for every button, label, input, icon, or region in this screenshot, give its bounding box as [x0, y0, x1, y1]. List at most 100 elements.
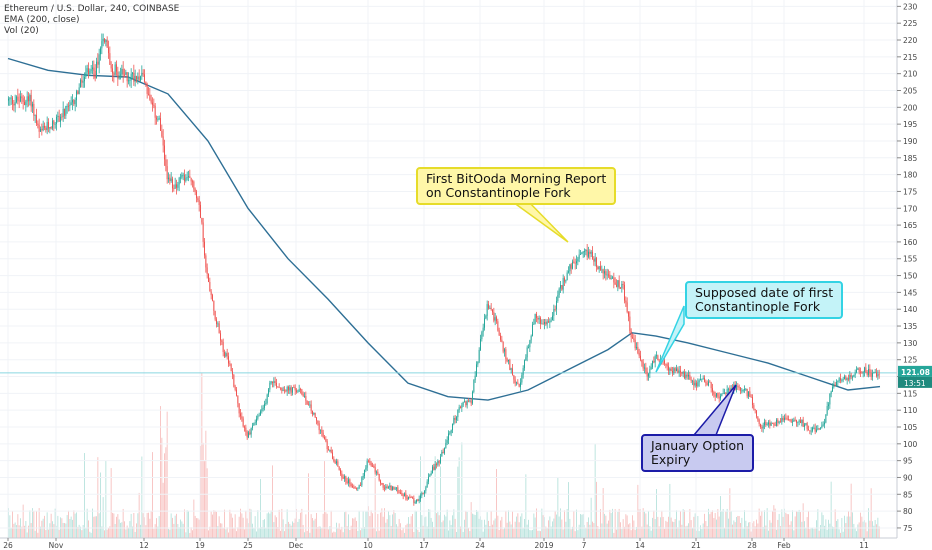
candle-body	[248, 432, 249, 438]
volume-bar	[768, 530, 769, 538]
candle-body	[546, 321, 548, 325]
volume-bar	[349, 530, 351, 538]
candle-body	[577, 258, 579, 262]
candle-body	[233, 374, 235, 387]
volume-bar	[202, 442, 204, 538]
candle-body	[373, 465, 375, 468]
candle-body	[452, 423, 453, 431]
volume-bar	[429, 509, 431, 538]
candle-body	[698, 380, 700, 383]
candle-body	[693, 380, 695, 386]
candle-body	[604, 271, 605, 274]
candle-body	[817, 428, 819, 430]
candle-body	[288, 386, 289, 391]
candle-body	[802, 419, 804, 427]
candle-body	[876, 372, 877, 377]
volume-bar	[285, 524, 287, 538]
candle-body	[92, 67, 93, 70]
volume-bar	[673, 522, 675, 538]
candle-body	[314, 413, 316, 418]
volume-bar	[130, 513, 132, 538]
volume-bar	[320, 526, 321, 538]
volume-bar	[334, 532, 336, 538]
volume-bar	[846, 516, 848, 538]
candle-body	[234, 386, 236, 390]
candle-body	[602, 269, 604, 274]
volume-bar	[560, 508, 561, 538]
candle-body	[557, 294, 559, 301]
volume-bar	[333, 531, 335, 538]
candle-body	[121, 68, 123, 75]
candle-body	[506, 358, 508, 362]
volume-bar	[236, 531, 237, 538]
candle-body	[38, 125, 40, 132]
volume-bar	[444, 514, 445, 538]
volume-bar	[182, 523, 184, 538]
candle-body	[696, 382, 697, 387]
candle-body	[142, 72, 144, 75]
volume-bar	[581, 514, 583, 538]
volume-bar	[548, 520, 549, 538]
candle-body	[798, 420, 800, 422]
candle-body	[46, 121, 48, 131]
candle-body	[397, 487, 399, 493]
candle-body	[386, 486, 388, 488]
candle-body	[352, 486, 353, 487]
candle-body	[468, 400, 469, 402]
candle-body	[710, 382, 712, 389]
candle-body	[101, 41, 103, 49]
candle-body	[322, 432, 324, 438]
candle-body	[48, 121, 49, 129]
candle-body	[293, 387, 295, 389]
time-axis[interactable]: 26 Nov 12 19 25 Dec 10 17 24 2019 7 14 21 28 Feb 11	[0, 537, 932, 550]
candle-body	[486, 304, 488, 316]
candle-body	[644, 367, 645, 369]
candle-body	[558, 288, 560, 295]
candle-body	[477, 361, 479, 365]
price-axis[interactable]: 7580859095100105110115120125130135140145…	[896, 0, 932, 550]
volume-bar	[456, 531, 457, 538]
volume-bar	[814, 528, 816, 538]
volume-bar	[449, 520, 451, 538]
candle-body	[474, 375, 476, 381]
candle-body	[714, 394, 716, 397]
volume-bar	[244, 529, 245, 538]
volume-bar	[140, 524, 141, 538]
annotation-constantinople-fork[interactable]: Supposed date of first Constantinople Fo…	[685, 281, 844, 319]
volume-bar	[794, 516, 796, 538]
volume-bar	[36, 511, 37, 538]
volume-bar	[302, 525, 304, 538]
ema-legend: EMA (200, close)	[4, 15, 80, 25]
candle-body	[460, 407, 461, 409]
candle-body	[873, 372, 875, 374]
volume-bar	[826, 529, 828, 538]
candle-body	[770, 422, 772, 426]
volume-bar	[610, 513, 612, 538]
candle-body	[626, 302, 628, 313]
candle-body	[840, 378, 841, 381]
volume-bar	[340, 529, 341, 538]
volume-bar	[277, 526, 279, 538]
candle-body	[52, 120, 53, 129]
candle-body	[774, 424, 776, 426]
annotation-bitooda-report[interactable]: First BitOoda Morning Report on Constant…	[416, 167, 617, 205]
candle-body	[461, 405, 463, 408]
annotation-january-option-expiry[interactable]: January Option Expiry	[641, 434, 755, 472]
candle-body	[688, 374, 689, 377]
volume-bar	[117, 514, 119, 538]
candle-body	[728, 388, 729, 390]
volume-bar	[85, 528, 87, 538]
candle-body	[145, 81, 147, 85]
candle-body	[473, 380, 475, 392]
volume-bar	[545, 526, 547, 538]
candle-body	[472, 391, 473, 404]
candle-body	[364, 469, 365, 476]
volume-bar	[490, 511, 492, 538]
volume-bar	[766, 508, 768, 538]
volume-bar	[137, 513, 139, 538]
candle-body	[172, 178, 173, 189]
volume-bar	[457, 466, 459, 538]
volume-bar	[414, 510, 416, 538]
